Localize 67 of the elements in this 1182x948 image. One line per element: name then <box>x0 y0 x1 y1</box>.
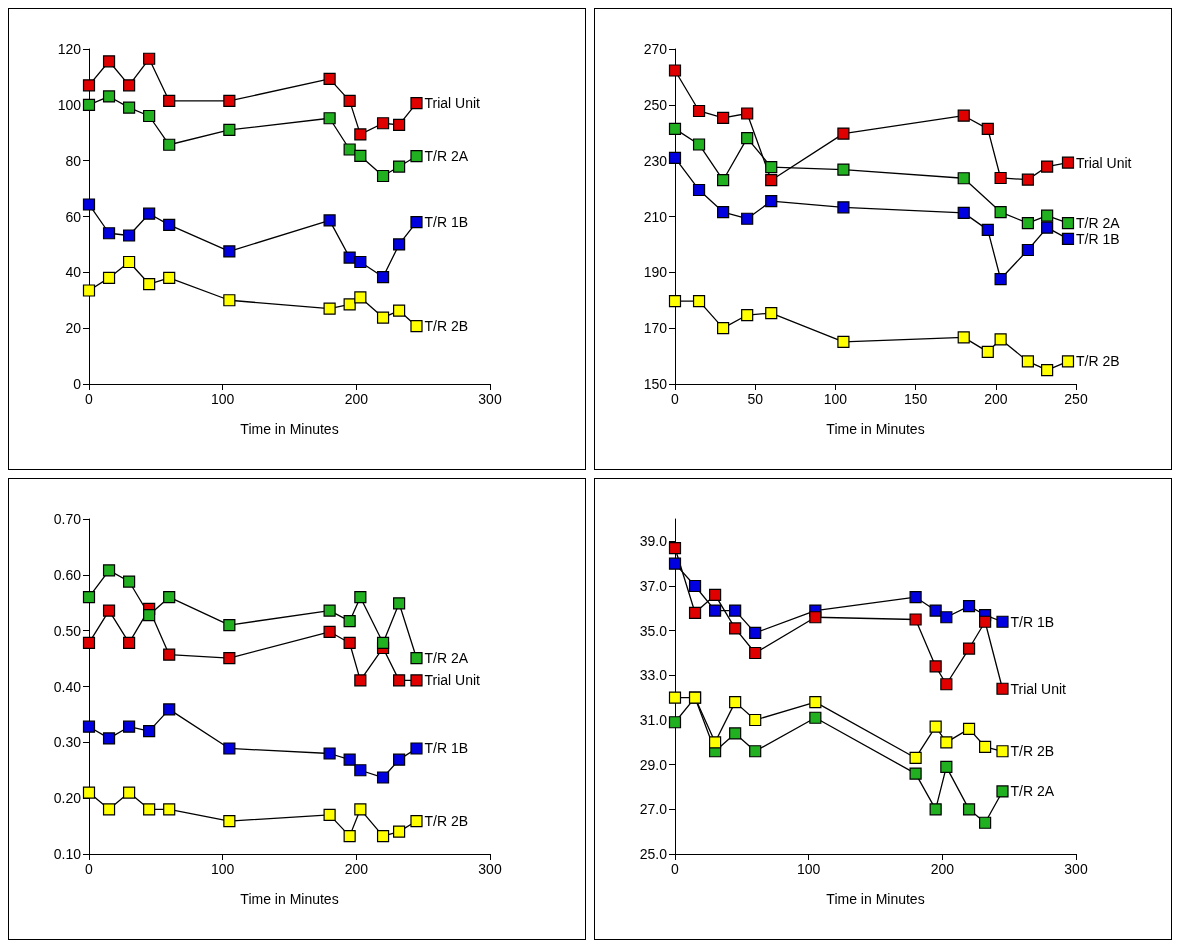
y-tick-label: 33.0 <box>639 667 668 684</box>
y-tick-label: 230 <box>643 152 668 169</box>
y-tick-label: 150 <box>643 376 668 392</box>
x-tick-label: 300 <box>1064 861 1088 877</box>
y-tick-label: 0.70 <box>53 511 82 527</box>
y-tick-label: 31.0 <box>639 712 668 728</box>
x-tick-label: 200 <box>344 861 369 877</box>
y-tick-label: 270 <box>643 41 668 57</box>
series-label: Trial Unit <box>424 672 481 689</box>
y-tick-label: 100 <box>57 96 82 113</box>
y-tick-label: 80 <box>65 152 82 169</box>
series-label: T/R 1B <box>1075 230 1120 247</box>
series-label: Trial Unit <box>1010 680 1067 697</box>
series-label: T/R 2A <box>424 650 469 667</box>
y-tick-label: 0 <box>73 376 82 392</box>
x-tick-label: 100 <box>823 391 848 407</box>
x-tick-label: 100 <box>210 861 235 877</box>
x-tick-label: 0 <box>85 391 94 407</box>
y-tick-label: 60 <box>65 208 82 225</box>
series-label: T/R 2A <box>424 148 469 165</box>
y-tick-label: 0.40 <box>53 678 82 695</box>
y-tick-label: 250 <box>643 96 668 113</box>
y-tick-label: 210 <box>643 208 668 225</box>
y-tick-label: 20 <box>65 320 82 337</box>
x-tick-label: 0 <box>671 391 680 407</box>
x-tick-label: 300 <box>478 391 502 407</box>
x-tick-label: 200 <box>930 861 955 877</box>
series-label: Trial Unit <box>1075 154 1132 171</box>
x-tick-label: 100 <box>796 861 821 877</box>
y-tick-label: 35.0 <box>639 622 668 639</box>
x-axis-title: Time in Minutes <box>240 421 339 437</box>
series-label: T/R 2B <box>424 813 469 830</box>
x-axis-title: Time in Minutes <box>240 891 339 907</box>
y-tick-label: 0.60 <box>53 566 82 583</box>
y-tick-label: 40 <box>65 264 82 281</box>
series-label: T/R 1B <box>1010 613 1055 630</box>
y-tick-label: 0.10 <box>53 846 82 862</box>
y-tick-label: 120 <box>57 41 82 57</box>
series-label: T/R 2B <box>1075 353 1120 370</box>
y-tick-label: 29.0 <box>639 756 668 773</box>
y-tick-label: 37.0 <box>639 578 668 594</box>
y-tick-label: 170 <box>643 320 668 337</box>
x-tick-label: 0 <box>671 861 680 877</box>
x-tick-label: 0 <box>85 861 94 877</box>
x-tick-label: 50 <box>747 391 764 407</box>
x-tick-label: 200 <box>984 391 1008 407</box>
series-label: Trial Unit <box>424 95 481 112</box>
y-tick-label: 25.0 <box>639 846 668 862</box>
x-axis-title: Time in Minutes <box>826 891 925 907</box>
series-label: T/R 2B <box>424 318 469 335</box>
x-tick-label: 250 <box>1064 391 1088 407</box>
x-tick-label: 100 <box>210 391 235 407</box>
series-label: T/R 1B <box>424 740 469 757</box>
y-tick-label: 27.0 <box>639 801 668 818</box>
x-tick-label: 150 <box>903 391 928 407</box>
y-tick-label: 0.50 <box>53 622 82 639</box>
x-axis-title: Time in Minutes <box>826 421 925 437</box>
series-label: T/R 2B <box>1010 743 1055 760</box>
x-tick-label: 300 <box>478 861 502 877</box>
series-label: T/R 2A <box>1075 215 1121 232</box>
series-label: T/R 2A <box>1010 783 1055 800</box>
y-tick-label: 0.20 <box>53 790 82 807</box>
x-tick-label: 200 <box>344 391 369 407</box>
y-tick-label: 190 <box>643 264 668 281</box>
y-tick-label: 0.30 <box>53 734 82 751</box>
y-tick-label: 39.0 <box>639 533 668 550</box>
series-label: T/R 1B <box>424 214 469 231</box>
